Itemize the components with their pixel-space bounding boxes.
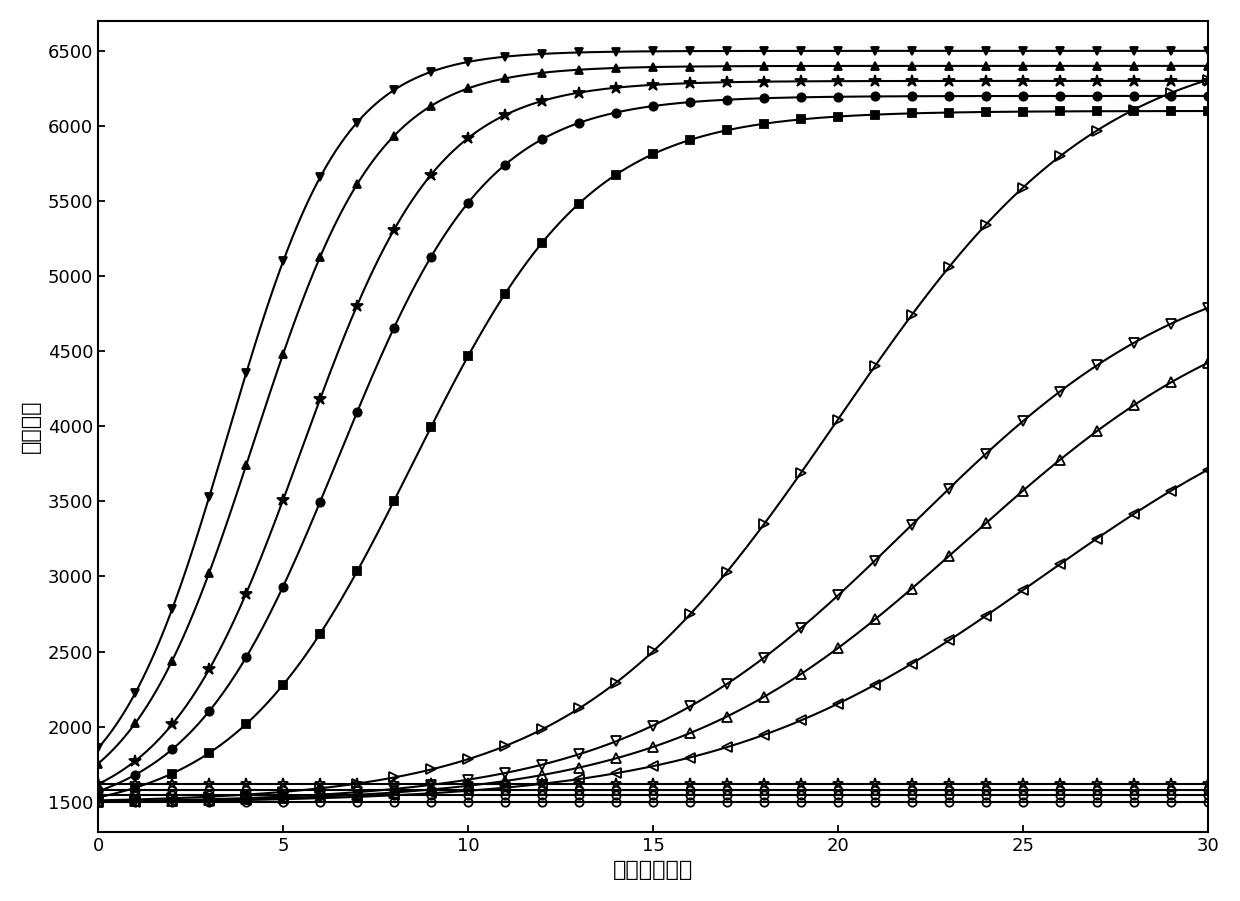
Y-axis label: 荧光强度: 荧光强度 [21, 399, 41, 453]
X-axis label: 时间（分钟）: 时间（分钟） [613, 860, 693, 880]
